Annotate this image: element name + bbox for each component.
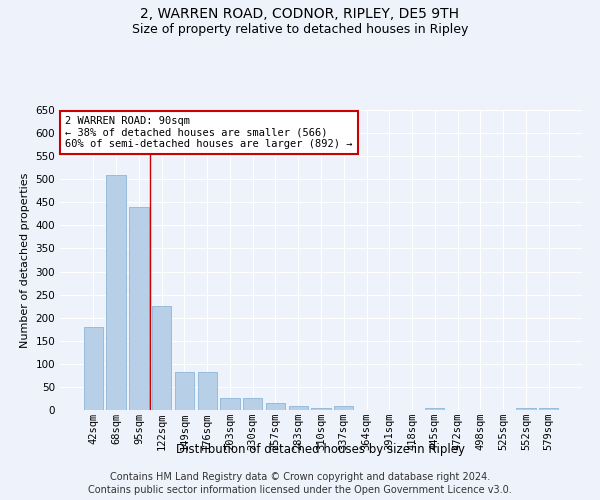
Bar [311, 408, 331, 410]
Bar [516, 408, 536, 410]
Bar [220, 398, 239, 410]
Text: Contains HM Land Registry data © Crown copyright and database right 2024.: Contains HM Land Registry data © Crown c… [110, 472, 490, 482]
Bar [152, 306, 172, 410]
Bar [243, 398, 262, 410]
Y-axis label: Number of detached properties: Number of detached properties [20, 172, 30, 348]
Text: Size of property relative to detached houses in Ripley: Size of property relative to detached ho… [132, 22, 468, 36]
Bar [129, 207, 149, 410]
Text: Contains public sector information licensed under the Open Government Licence v3: Contains public sector information licen… [88, 485, 512, 495]
Bar [106, 174, 126, 410]
Text: 2 WARREN ROAD: 90sqm
← 38% of detached houses are smaller (566)
60% of semi-deta: 2 WARREN ROAD: 90sqm ← 38% of detached h… [65, 116, 353, 149]
Bar [539, 408, 558, 410]
Text: 2, WARREN ROAD, CODNOR, RIPLEY, DE5 9TH: 2, WARREN ROAD, CODNOR, RIPLEY, DE5 9TH [140, 8, 460, 22]
Text: Distribution of detached houses by size in Ripley: Distribution of detached houses by size … [176, 442, 466, 456]
Bar [197, 372, 217, 410]
Bar [266, 403, 285, 410]
Bar [425, 408, 445, 410]
Bar [175, 372, 194, 410]
Bar [334, 406, 353, 410]
Bar [289, 406, 308, 410]
Bar [84, 327, 103, 410]
